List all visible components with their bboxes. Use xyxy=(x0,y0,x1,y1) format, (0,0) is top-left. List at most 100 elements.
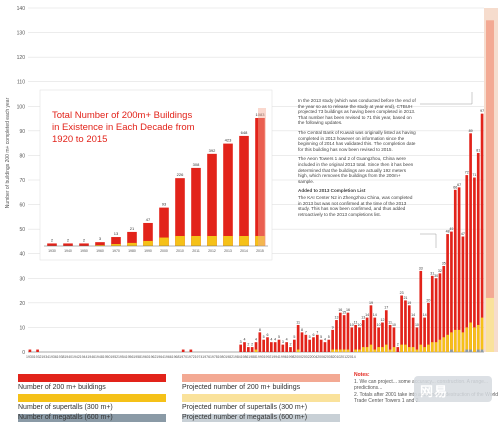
bar-200m xyxy=(361,320,365,352)
bar-supertall xyxy=(446,334,449,352)
inset-bar-value: 2 xyxy=(67,237,70,242)
inset-x-tick: 2011 xyxy=(192,249,200,253)
bar-megatall xyxy=(469,349,472,352)
bar-data-label: 17 xyxy=(384,306,388,310)
x-tick-label: 2012 xyxy=(340,355,348,359)
bar-200m xyxy=(266,337,269,352)
bar-200m xyxy=(369,305,373,352)
x-tick-label: 1966 xyxy=(164,355,172,359)
x-tick-label: 1950 xyxy=(103,355,111,359)
note-paragraph-1: In the 2013 study (which was conducted b… xyxy=(298,98,416,126)
x-tick-label: 1994 xyxy=(271,355,279,359)
x-tick-label: 1976 xyxy=(202,355,210,359)
x-tick-label: 1946 xyxy=(87,355,95,359)
bar-200m xyxy=(469,133,472,352)
inset-bar xyxy=(95,242,105,246)
bar-data-label: 4 xyxy=(324,338,326,342)
y-tick-label: 10 xyxy=(19,325,25,331)
bar-data-label: 10 xyxy=(392,323,396,327)
bar-data-label: 7 xyxy=(305,330,307,334)
inset-bar-supertall xyxy=(95,245,105,246)
x-tick-label: 1952 xyxy=(110,355,118,359)
inset-bar-supertall xyxy=(239,236,249,246)
watermark-logo: 网易 xyxy=(414,376,492,402)
bar-data-label: 10 xyxy=(377,323,381,327)
inset-x-tick: 1950 xyxy=(80,249,88,253)
bar-data-label: 5 xyxy=(320,335,322,339)
inset-bar-supertall xyxy=(159,237,169,246)
bar-supertall xyxy=(331,349,334,352)
x-tick-label: 1968 xyxy=(172,355,180,359)
bar-data-label: 11 xyxy=(296,320,300,324)
bar-data-label: 16 xyxy=(338,308,342,312)
y-tick-label: 40 xyxy=(19,252,25,258)
inset-bar-value: 423 xyxy=(225,138,232,143)
bar-data-label: 15 xyxy=(342,311,346,315)
x-tick-label: 1942 xyxy=(72,355,80,359)
bar-data-label: 21 xyxy=(403,296,407,300)
x-tick-label: 1934 xyxy=(41,355,49,359)
legend-swatch-proj-megatall xyxy=(182,414,340,422)
x-tick-label: 1974 xyxy=(195,355,203,359)
x-tick-label: 1984 xyxy=(233,355,241,359)
inset-x-tick: 2000 xyxy=(160,249,168,253)
bar-supertall xyxy=(407,347,411,352)
bar-data-label: 5 xyxy=(328,335,330,339)
bar-supertall xyxy=(411,347,415,352)
legend-swatch-supertall xyxy=(18,394,166,402)
bar-200m xyxy=(36,349,39,352)
bar-data-label: 23 xyxy=(400,291,404,295)
bar-200m xyxy=(304,334,308,352)
bar-200m xyxy=(427,302,430,352)
bar-data-label: 89 xyxy=(469,129,473,133)
legend-swatch-200m xyxy=(18,374,166,382)
bar-200m xyxy=(289,347,292,352)
bar-data-label: 9 xyxy=(332,325,334,329)
inset-x-tick: 2015 xyxy=(256,249,264,253)
inset-bar-value: 13 xyxy=(114,231,119,236)
bar-200m xyxy=(277,339,281,352)
bar-200m xyxy=(407,305,411,352)
bar-200m xyxy=(354,324,357,352)
bar-data-label: 2 xyxy=(251,343,253,347)
bar-200m xyxy=(335,320,338,352)
bar-200m xyxy=(415,327,419,352)
inset-bar-supertall xyxy=(255,236,265,246)
bar-data-label: 8 xyxy=(301,328,303,332)
x-tick-label: 1958 xyxy=(133,355,141,359)
bar-data-label: 5 xyxy=(293,335,295,339)
bar-data-label: 4 xyxy=(244,338,246,342)
bar-data-label: 10 xyxy=(357,323,361,327)
bar-data-label: 81 xyxy=(476,148,480,152)
bar-200m xyxy=(446,234,449,352)
bar-200m xyxy=(273,342,277,352)
bar-data-label: 11 xyxy=(354,320,358,324)
y-tick-label: 100 xyxy=(17,104,26,110)
bar-data-label: 13 xyxy=(334,316,338,320)
bar-supertall xyxy=(480,317,484,352)
bar-200m xyxy=(365,317,369,352)
inset-chart-title: Total Number of 200m+ Buildings in Exist… xyxy=(52,110,195,145)
legend-swatch-proj-200m xyxy=(182,374,340,382)
legend-label-supertall: Number of supertalls (300 m+) xyxy=(18,404,113,411)
bar-supertall xyxy=(338,349,342,352)
bar-supertall xyxy=(461,332,465,352)
bar-200m xyxy=(250,347,254,352)
inset-x-tick: 1960 xyxy=(96,249,104,253)
y-tick-label: 0 xyxy=(22,350,25,356)
bar-supertall xyxy=(434,342,438,352)
x-tick-label: 2008 xyxy=(325,355,333,359)
bar-200m xyxy=(28,349,32,352)
bar-data-label: 4 xyxy=(286,338,288,342)
bar-data-label: 2 xyxy=(247,343,249,347)
bar-200m xyxy=(338,312,342,352)
bar-200m xyxy=(254,342,258,352)
bar-data-label: 16 xyxy=(346,308,350,312)
watermark-text: 网易 xyxy=(420,385,449,400)
bar-data-label: 20 xyxy=(426,298,430,302)
bar-200m xyxy=(358,327,361,352)
bar-200m xyxy=(269,342,273,352)
bar-data-label: 48 xyxy=(446,230,450,234)
bar-data-label: 72 xyxy=(465,171,469,175)
bar-200m xyxy=(319,339,323,352)
